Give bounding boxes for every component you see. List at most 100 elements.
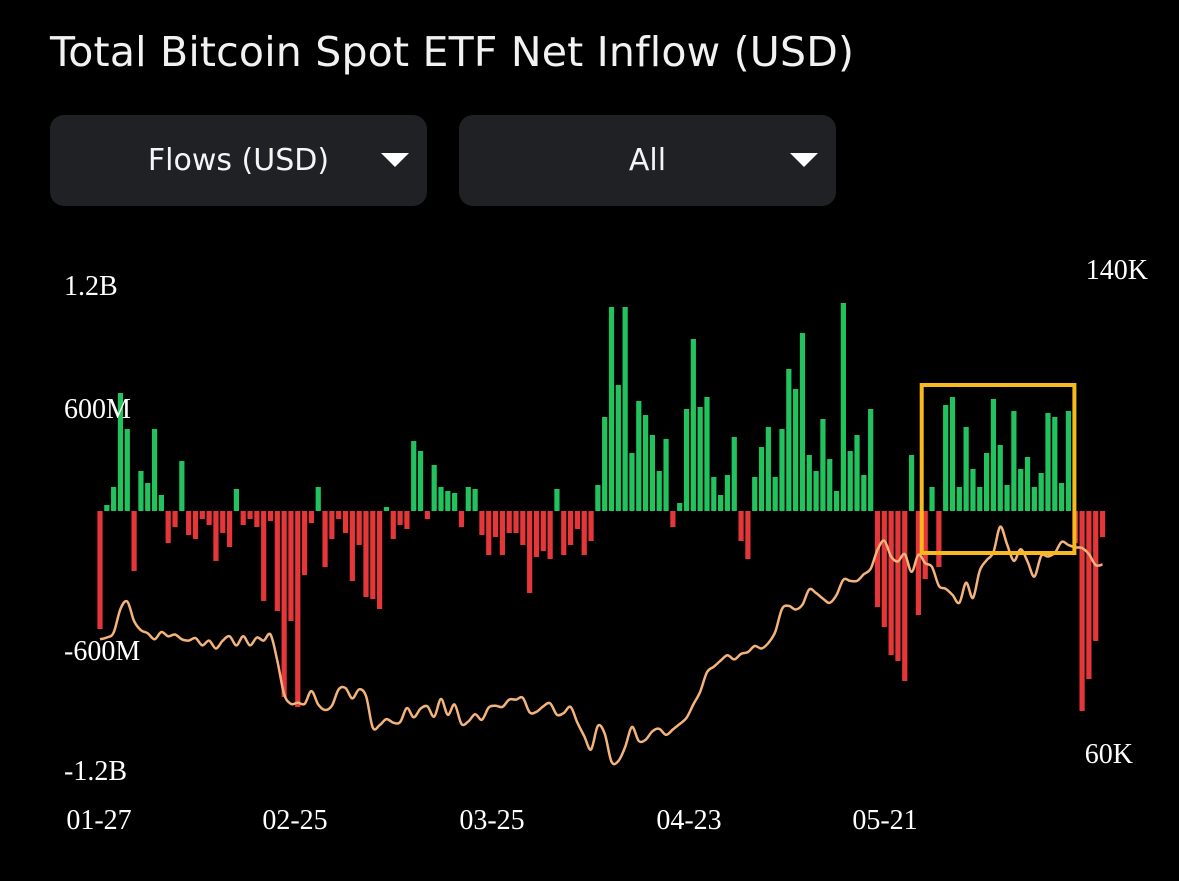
inflow-bar xyxy=(943,405,949,511)
inflow-bar xyxy=(472,489,478,511)
outflow-bar xyxy=(97,511,103,629)
inflow-bar xyxy=(145,483,151,511)
inflow-bar xyxy=(718,495,724,511)
inflow-bar xyxy=(158,495,164,511)
outflow-bar xyxy=(302,511,308,575)
inflow-bar xyxy=(629,453,635,511)
outflow-bar xyxy=(874,511,881,607)
outflow-bar xyxy=(922,511,928,579)
outflow-bar xyxy=(370,511,376,599)
metric-dropdown[interactable]: Flows (USD) xyxy=(50,115,427,206)
outflow-bar xyxy=(567,511,574,545)
outflow-bar xyxy=(192,511,199,539)
inflow-bar xyxy=(452,493,458,511)
inflow-bar xyxy=(963,427,969,511)
inflow-bar xyxy=(431,465,437,511)
y-left-tick: -600M xyxy=(64,636,140,667)
outflow-bar xyxy=(902,511,908,681)
outflow-bar xyxy=(295,511,301,707)
inflow-bar xyxy=(138,471,144,511)
outflow-bar xyxy=(172,511,178,527)
outflow-bar xyxy=(322,511,328,567)
inflow-bar xyxy=(929,487,935,511)
inflow-bar xyxy=(1011,411,1017,511)
inflow-bar xyxy=(847,451,853,511)
outflow-bar xyxy=(356,511,362,545)
outflow-bar xyxy=(888,511,894,655)
y-right-tick: 60K xyxy=(1085,739,1133,770)
x-tick: 03-25 xyxy=(459,805,524,836)
inflow-bar xyxy=(445,491,451,511)
inflow-bar xyxy=(1065,411,1072,511)
inflow-bar xyxy=(117,393,124,511)
inflow-bar xyxy=(111,487,117,511)
inflow-bar xyxy=(179,461,185,511)
outflow-bar xyxy=(206,511,212,525)
range-dropdown-label: All xyxy=(628,143,667,178)
inflow-bar xyxy=(724,475,731,511)
inflow-bar xyxy=(1045,413,1051,511)
inflow-bar xyxy=(1038,473,1044,511)
x-tick: 01-27 xyxy=(66,805,131,836)
inflow-bar xyxy=(615,385,621,511)
outflow-bar xyxy=(527,511,533,593)
outflow-bar xyxy=(486,511,492,555)
inflow-bar xyxy=(233,489,239,511)
inflow-bar xyxy=(636,401,642,511)
outflow-bar xyxy=(247,511,253,519)
outflow-bar xyxy=(308,511,315,523)
outflow-bar xyxy=(1079,511,1085,711)
outflow-bar xyxy=(499,511,505,555)
inflow-bar xyxy=(1004,485,1010,511)
inflow-bar xyxy=(656,471,662,511)
inflow-bar xyxy=(990,399,997,511)
inflow-bar xyxy=(417,451,424,511)
outflow-bar xyxy=(547,511,553,559)
outflow-bar xyxy=(581,511,587,555)
outflow-bar xyxy=(336,511,342,519)
outflow-bar xyxy=(936,511,942,567)
inflow-bar xyxy=(779,429,785,511)
x-tick: 05-21 xyxy=(852,805,917,836)
inflow-bar xyxy=(997,445,1003,511)
inflow-bar xyxy=(949,397,956,511)
inflow-bar xyxy=(758,447,765,511)
highlight-box xyxy=(919,383,1077,555)
outflow-bar xyxy=(342,511,349,533)
inflow-bar xyxy=(602,417,608,511)
page-title: Total Bitcoin Spot ETF Net Inflow (USD) xyxy=(50,28,855,76)
x-tick: 02-25 xyxy=(262,805,327,836)
inflow-bar xyxy=(1059,483,1065,511)
outflow-bar xyxy=(1086,511,1092,679)
outflow-bar xyxy=(745,511,751,559)
inflow-bar xyxy=(854,435,860,511)
inflow-bar xyxy=(868,409,874,511)
outflow-bar xyxy=(397,511,403,525)
bar-series xyxy=(97,303,1106,711)
outflow-bar xyxy=(329,511,335,539)
outflow-bar xyxy=(390,511,396,539)
outflow-bar xyxy=(288,511,294,621)
inflow-bar xyxy=(622,307,628,511)
inflow-bar xyxy=(793,389,799,511)
inflow-bar xyxy=(438,487,444,511)
chevron-down-icon xyxy=(790,153,818,167)
inflow-bar xyxy=(786,369,792,511)
inflow-bar xyxy=(595,485,601,511)
range-dropdown[interactable]: All xyxy=(459,115,836,206)
inflow-bar xyxy=(411,441,417,511)
outflow-bar xyxy=(213,511,219,561)
inflow-bar xyxy=(704,397,710,511)
inflow-bar xyxy=(813,471,819,511)
inflow-bar xyxy=(977,487,983,511)
x-tick: 04-23 xyxy=(656,805,721,836)
inflow-bar xyxy=(984,453,990,511)
inflow-bar xyxy=(1031,487,1037,511)
outflow-bar xyxy=(1093,511,1099,641)
outflow-bar xyxy=(1099,511,1106,537)
outflow-bar xyxy=(670,511,676,527)
inflow-bar xyxy=(690,339,696,511)
outflow-bar xyxy=(186,511,192,535)
outflow-bar xyxy=(506,511,512,533)
